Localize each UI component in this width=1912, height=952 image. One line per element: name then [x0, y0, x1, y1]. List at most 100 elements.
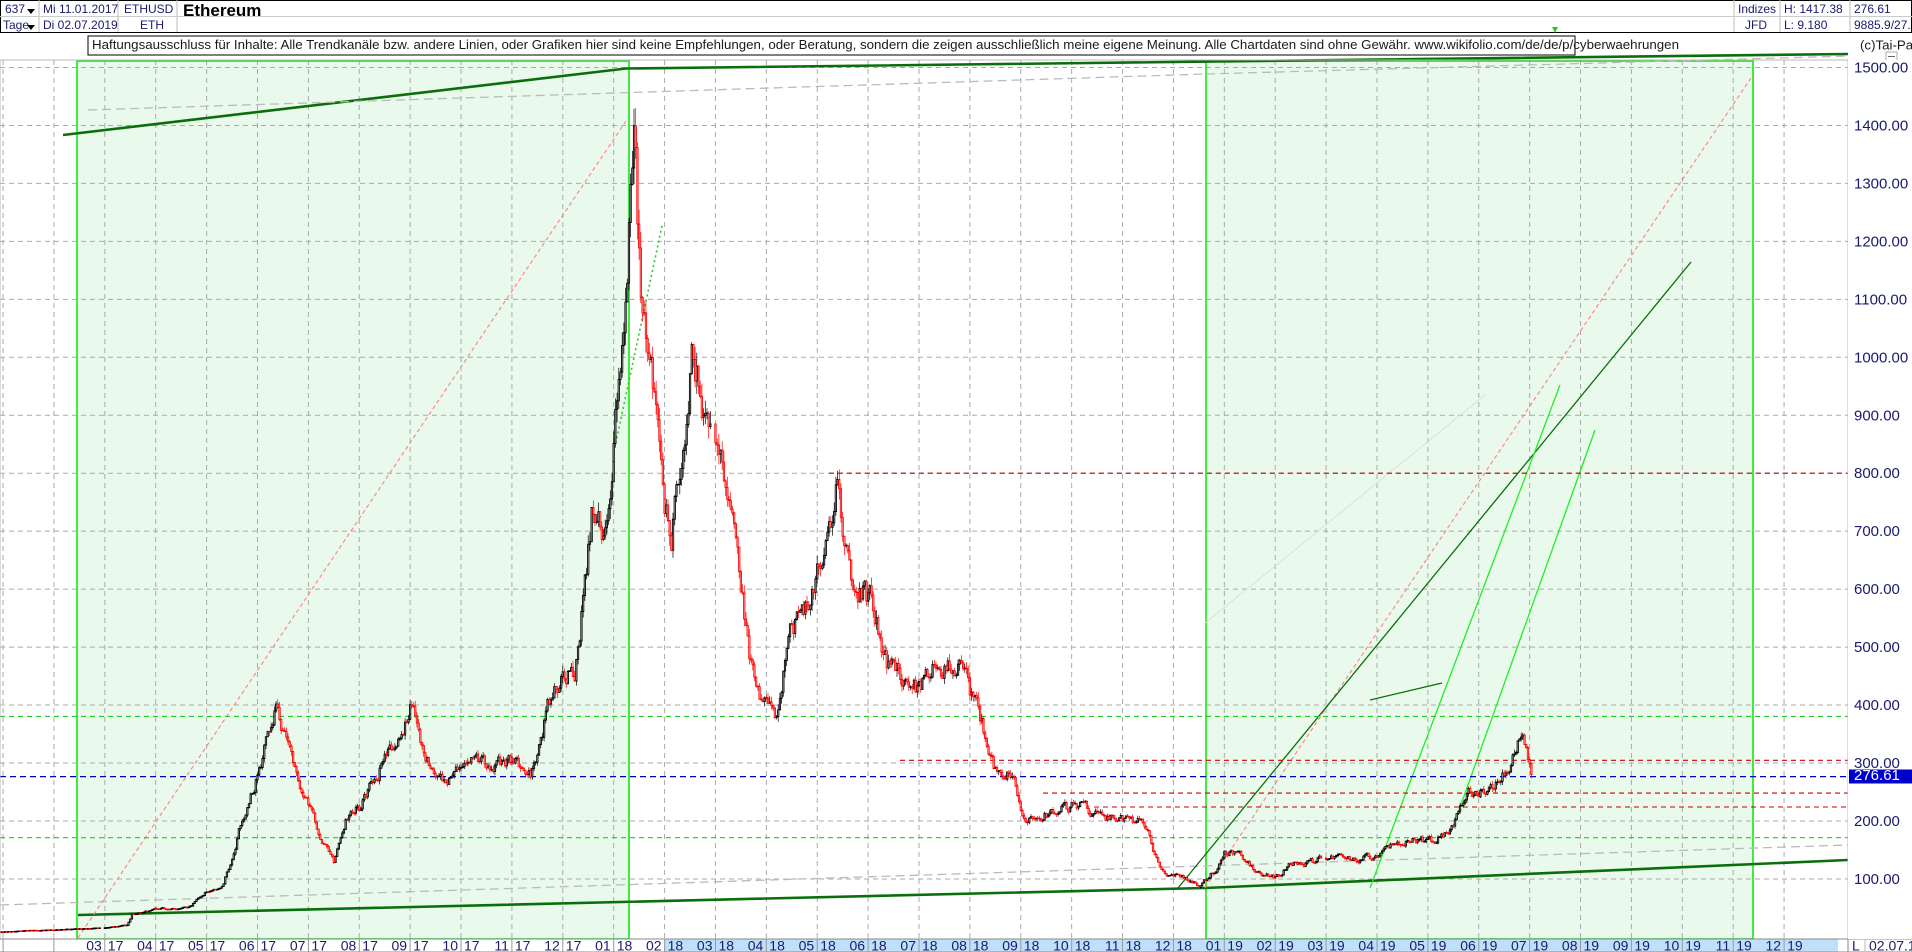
svg-text:19: 19 [1431, 938, 1447, 952]
svg-text:18: 18 [922, 938, 938, 952]
svg-text:01: 01 [1206, 938, 1222, 952]
svg-text:11: 11 [494, 938, 509, 952]
svg-text:19: 19 [1787, 938, 1803, 952]
svg-text:Di 02.07.2019: Di 02.07.2019 [43, 18, 118, 32]
svg-text:Haftungsausschluss für Inhalte: Haftungsausschluss für Inhalte: Alle Tre… [92, 37, 1679, 52]
svg-text:18: 18 [617, 938, 633, 952]
svg-text:L: 9.180: L: 9.180 [1784, 18, 1828, 32]
svg-text:(c)Tai-Pan: (c)Tai-Pan [1860, 38, 1912, 53]
svg-text:10: 10 [1664, 938, 1680, 952]
svg-text:02: 02 [646, 938, 662, 952]
svg-text:L: L [1852, 938, 1860, 952]
svg-text:1000.00: 1000.00 [1854, 349, 1908, 366]
svg-text:04: 04 [748, 938, 764, 952]
svg-text:17: 17 [311, 938, 327, 952]
svg-text:10: 10 [442, 938, 458, 952]
svg-text:17: 17 [108, 938, 124, 952]
svg-text:03: 03 [697, 938, 713, 952]
svg-text:1200.00: 1200.00 [1854, 233, 1908, 250]
svg-text:Tage: Tage [3, 18, 29, 32]
svg-text:19: 19 [1634, 938, 1650, 952]
svg-text:08: 08 [1562, 938, 1578, 952]
svg-text:18: 18 [1024, 938, 1040, 952]
svg-text:200.00: 200.00 [1854, 813, 1900, 830]
svg-text:09: 09 [392, 938, 408, 952]
svg-text:18: 18 [1075, 938, 1091, 952]
svg-text:06: 06 [239, 938, 255, 952]
svg-text:07: 07 [1511, 938, 1527, 952]
svg-text:18: 18 [871, 938, 887, 952]
svg-text:04: 04 [137, 938, 153, 952]
svg-text:05: 05 [799, 938, 815, 952]
svg-text:05: 05 [1409, 938, 1425, 952]
svg-text:05: 05 [188, 938, 204, 952]
svg-text:19: 19 [1482, 938, 1498, 952]
svg-text:12: 12 [1766, 938, 1782, 952]
svg-text:17: 17 [159, 938, 175, 952]
svg-text:JFD: JFD [1745, 18, 1767, 32]
svg-text:18: 18 [1176, 938, 1192, 952]
svg-text:Mi 11.01.2017: Mi 11.01.2017 [43, 2, 118, 16]
svg-text:10: 10 [1053, 938, 1069, 952]
svg-text:02.07.19: 02.07.19 [1869, 938, 1912, 952]
svg-text:17: 17 [515, 938, 531, 952]
svg-text:04: 04 [1358, 938, 1374, 952]
svg-text:900.00: 900.00 [1854, 407, 1900, 424]
svg-text:100.00: 100.00 [1854, 871, 1900, 888]
svg-text:18: 18 [820, 938, 836, 952]
svg-text:19: 19 [1329, 938, 1345, 952]
svg-text:08: 08 [341, 938, 357, 952]
svg-text:09: 09 [1613, 938, 1629, 952]
svg-text:500.00: 500.00 [1854, 639, 1900, 656]
svg-text:9885.9/27.: 9885.9/27. [1854, 18, 1911, 32]
svg-text:17: 17 [210, 938, 226, 952]
svg-text:19: 19 [1736, 938, 1752, 952]
svg-text:12: 12 [544, 938, 560, 952]
svg-text:18: 18 [769, 938, 785, 952]
svg-text:276.61: 276.61 [1854, 767, 1900, 784]
svg-text:1400.00: 1400.00 [1854, 118, 1908, 135]
svg-text:17: 17 [261, 938, 277, 952]
svg-text:H: 1417.38: H: 1417.38 [1784, 2, 1843, 16]
svg-text:1300.00: 1300.00 [1854, 175, 1908, 192]
svg-text:08: 08 [951, 938, 967, 952]
svg-text:19: 19 [1380, 938, 1396, 952]
svg-text:18: 18 [1126, 938, 1142, 952]
svg-text:17: 17 [362, 938, 378, 952]
svg-text:18: 18 [973, 938, 989, 952]
svg-text:1100.00: 1100.00 [1854, 291, 1907, 308]
svg-text:700.00: 700.00 [1854, 523, 1900, 540]
svg-text:17: 17 [464, 938, 480, 952]
svg-text:06: 06 [1460, 938, 1476, 952]
svg-text:12: 12 [1155, 938, 1171, 952]
svg-text:06: 06 [850, 938, 866, 952]
svg-text:17: 17 [413, 938, 429, 952]
svg-text:19: 19 [1685, 938, 1701, 952]
svg-text:19: 19 [1227, 938, 1243, 952]
svg-text:800.00: 800.00 [1854, 465, 1900, 482]
svg-text:07: 07 [900, 938, 916, 952]
svg-text:Indizes: Indizes [1738, 2, 1776, 16]
svg-text:637: 637 [5, 2, 25, 16]
svg-text:ETH: ETH [140, 18, 164, 32]
svg-text:09: 09 [1002, 938, 1018, 952]
svg-text:19: 19 [1584, 938, 1600, 952]
svg-text:07: 07 [290, 938, 306, 952]
svg-text:276.61: 276.61 [1854, 2, 1891, 16]
svg-text:11: 11 [1105, 938, 1120, 952]
svg-text:11: 11 [1716, 938, 1731, 952]
svg-text:19: 19 [1278, 938, 1294, 952]
svg-text:02: 02 [1257, 938, 1273, 952]
svg-text:17: 17 [566, 938, 582, 952]
svg-text:01: 01 [595, 938, 611, 952]
svg-text:1500.00: 1500.00 [1854, 60, 1908, 77]
svg-text:03: 03 [86, 938, 102, 952]
svg-text:600.00: 600.00 [1854, 581, 1900, 598]
svg-text:Ethereum: Ethereum [183, 1, 261, 20]
svg-text:03: 03 [1308, 938, 1324, 952]
svg-text:18: 18 [719, 938, 735, 952]
svg-text:18: 18 [668, 938, 684, 952]
svg-text:19: 19 [1533, 938, 1549, 952]
svg-text:400.00: 400.00 [1854, 697, 1900, 714]
svg-text:ETHUSD: ETHUSD [124, 2, 174, 16]
